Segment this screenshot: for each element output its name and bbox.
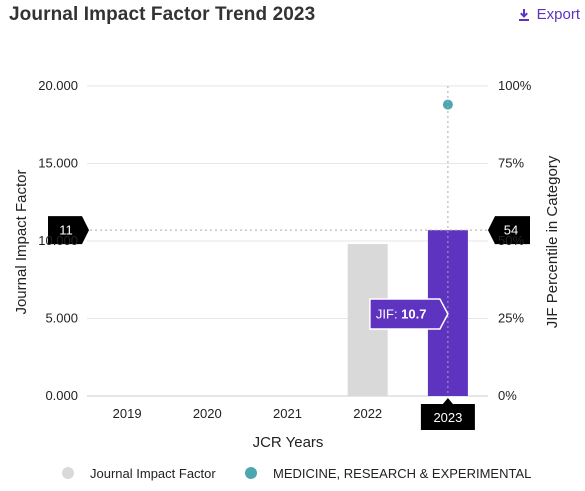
y2-tick-label: 0% <box>498 388 517 403</box>
y2-axis-title: JIF Percentile in Category <box>544 155 561 328</box>
x-axis-title: JCR Years <box>253 434 324 451</box>
percentile-point <box>442 99 453 110</box>
x-callout-label: 2023 <box>433 410 462 425</box>
right-callout-label: 54 <box>504 223 518 238</box>
left-callout-label: 11 <box>59 223 73 238</box>
jif-tooltip-label: JIF: 10.7 <box>376 307 427 322</box>
legend-label-jif: Journal Impact Factor <box>90 466 216 481</box>
jif-tooltip-value: 10.7 <box>401 307 426 322</box>
download-icon <box>518 8 529 21</box>
y-axis-title: Journal Impact Factor <box>13 169 30 314</box>
export-button[interactable]: Export <box>517 6 580 23</box>
export-label: Export <box>536 6 580 23</box>
right-callout <box>488 216 530 245</box>
y2-tick-label: 25% <box>498 311 524 326</box>
x-tick-label: 2019 <box>113 406 142 421</box>
y-tick-label: 0.000 <box>45 388 78 403</box>
y-tick-label: 5.000 <box>45 311 78 326</box>
x-tick-label: 2020 <box>193 406 222 421</box>
y2-tick-label: 75% <box>498 156 524 171</box>
legend-swatch-category <box>245 467 257 479</box>
y-tick-label: 15.000 <box>38 156 78 171</box>
left-callout <box>48 216 89 245</box>
page-title: Journal Impact Factor Trend 2023 <box>9 4 316 25</box>
x-callout <box>420 398 475 430</box>
y2-tick-label: 100% <box>498 78 532 93</box>
y-tick-label: 20.000 <box>38 78 78 93</box>
jif-tooltip-prefix: JIF: <box>376 307 401 322</box>
y2-tick-label: 50% <box>498 233 524 248</box>
legend-label-category: MEDICINE, RESEARCH & EXPERIMENTAL <box>273 466 531 481</box>
legend-swatch-jif <box>62 467 74 479</box>
y-tick-label: 10.000 <box>38 233 78 248</box>
x-tick-label: 2022 <box>353 406 382 421</box>
x-tick-label: 2021 <box>273 406 302 421</box>
jif-tooltip <box>369 298 449 330</box>
